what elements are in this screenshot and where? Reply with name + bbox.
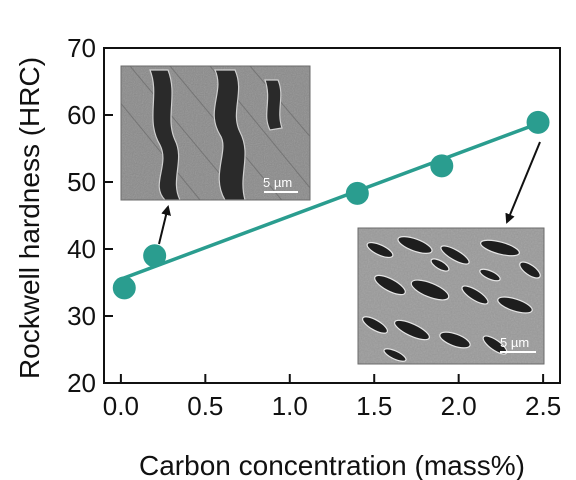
data-point-1	[112, 276, 136, 300]
x-axis-label: Carbon concentration (mass%)	[139, 450, 525, 480]
data-point-4	[430, 154, 454, 178]
y-tick-label: 60	[67, 100, 96, 130]
inset-micrograph-carbides: 5 µm	[357, 227, 545, 365]
data-point-3	[345, 181, 369, 205]
data-point-2	[143, 244, 167, 268]
x-tick-label: 1.5	[356, 391, 392, 421]
x-tick-label: 0.5	[187, 391, 223, 421]
x-tick-label: 2.0	[441, 391, 477, 421]
y-tick-label: 40	[67, 234, 96, 264]
trend-line	[120, 120, 544, 281]
y-tick-label: 70	[67, 33, 96, 63]
inset-micrograph-lamellar: 5 µm	[120, 65, 311, 201]
arrow-to-carbide-inset	[505, 141, 541, 224]
y-axis-label: Rockwell hardness (HRC)	[14, 57, 45, 379]
y-tick-label: 50	[67, 167, 96, 197]
arrow-to-lamellar-inset	[158, 205, 171, 245]
scale-bar-label-1: 5 µm	[263, 175, 292, 190]
y-tick-label: 30	[67, 301, 96, 331]
data-point-5	[526, 110, 550, 134]
scale-bar-label-2: 5 µm	[500, 335, 529, 350]
x-tick-label: 2.5	[525, 391, 561, 421]
plot-frame	[103, 47, 561, 384]
y-tick-label: 20	[67, 368, 96, 398]
x-tick-label: 0.0	[103, 391, 139, 421]
inset-arrows	[158, 141, 541, 245]
x-tick-label: 1.0	[272, 391, 308, 421]
